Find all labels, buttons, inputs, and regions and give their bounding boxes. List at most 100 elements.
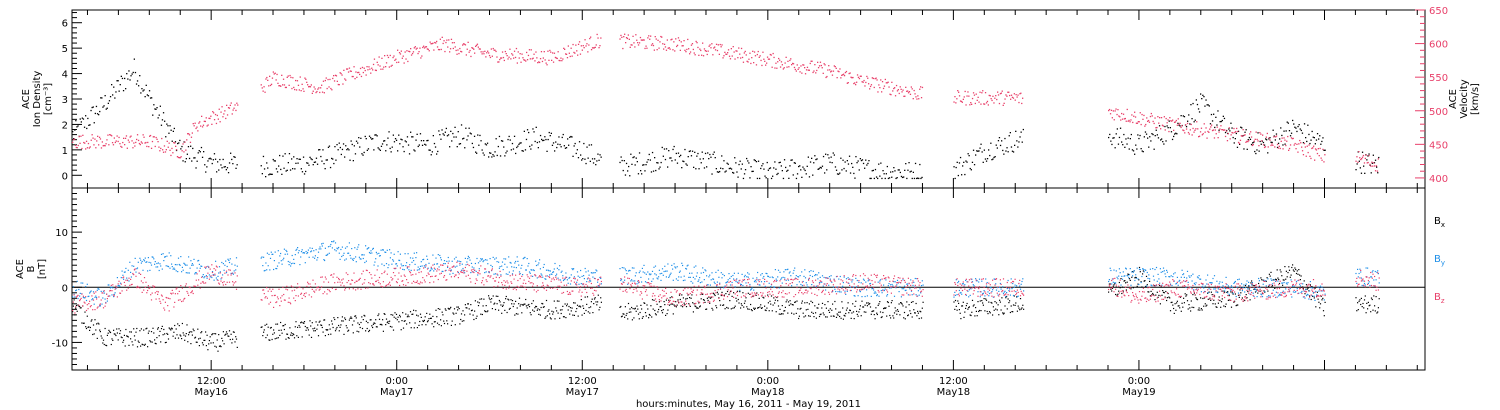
- bx-point: [1366, 302, 1368, 304]
- by-point: [385, 263, 388, 265]
- velocity-point: [848, 72, 850, 75]
- by-point: [473, 267, 475, 269]
- density-point: [752, 170, 754, 172]
- by-point: [785, 279, 787, 281]
- by-point: [181, 266, 183, 268]
- velocity-point: [372, 69, 374, 71]
- bx-point: [306, 327, 308, 329]
- velocity-point: [319, 91, 321, 94]
- density-point: [263, 168, 266, 170]
- density-point: [1318, 138, 1320, 140]
- velocity-point: [447, 46, 449, 48]
- by-point: [764, 285, 766, 287]
- velocity-point: [877, 91, 879, 93]
- bx-point: [907, 315, 909, 317]
- bx-point: [961, 305, 964, 307]
- density-point: [715, 168, 717, 170]
- bx-point: [1200, 297, 1202, 299]
- density-point: [1276, 146, 1279, 149]
- velocity-point: [999, 93, 1002, 95]
- velocity-point: [131, 140, 133, 142]
- velocity-point: [666, 39, 668, 41]
- bx-point: [133, 335, 136, 337]
- density-point: [89, 124, 91, 126]
- velocity-point: [111, 135, 113, 137]
- by-point: [756, 277, 758, 279]
- velocity-point: [1134, 116, 1137, 118]
- density-point: [503, 146, 505, 148]
- velocity-point: [1008, 91, 1010, 93]
- velocity-point: [542, 57, 544, 59]
- by-point: [706, 275, 708, 277]
- density-point: [170, 129, 172, 131]
- density-point: [114, 97, 116, 99]
- bx-point: [353, 320, 355, 322]
- velocity-point: [1227, 133, 1229, 135]
- by-point: [79, 295, 81, 297]
- bx-point: [370, 319, 372, 321]
- density-point: [643, 164, 645, 166]
- by-point: [334, 242, 337, 244]
- by-point: [320, 248, 322, 250]
- density-point: [1374, 159, 1377, 161]
- velocity-point: [410, 48, 412, 50]
- bx-point: [213, 333, 215, 335]
- bx-point: [767, 294, 769, 296]
- bx-point: [457, 306, 459, 308]
- by-point: [793, 269, 795, 272]
- velocity-point: [1281, 137, 1283, 139]
- velocity-point: [279, 85, 281, 87]
- density-point: [1235, 132, 1237, 135]
- by-point: [518, 271, 521, 273]
- by-point: [503, 258, 505, 260]
- velocity-point: [333, 80, 336, 82]
- by-point: [639, 270, 641, 272]
- density-point: [812, 174, 814, 176]
- density-point: [1324, 149, 1326, 151]
- bx-point: [991, 302, 993, 304]
- velocity-point: [727, 52, 729, 54]
- density-point: [140, 92, 142, 94]
- by-point: [232, 272, 234, 274]
- velocity-point: [172, 152, 174, 154]
- velocity-axis-label-line: ACE: [1448, 89, 1459, 109]
- velocity-point: [860, 75, 862, 77]
- bx-point: [1300, 275, 1302, 277]
- by-point: [844, 290, 846, 292]
- velocity-point: [1181, 125, 1183, 127]
- density-point: [1314, 143, 1316, 145]
- by-point: [413, 260, 415, 262]
- velocity-point: [166, 140, 168, 142]
- bx-point: [297, 326, 299, 328]
- by-point: [675, 278, 677, 280]
- bx-point: [528, 306, 531, 308]
- density-point: [165, 136, 167, 138]
- velocity-point: [815, 72, 817, 74]
- bx-point: [290, 332, 292, 334]
- bx-point: [137, 340, 139, 342]
- bx-point: [72, 311, 74, 313]
- density-point: [82, 118, 85, 120]
- density-point: [800, 169, 802, 171]
- by-point: [523, 257, 525, 259]
- density-point: [1175, 132, 1177, 134]
- bx-point: [539, 314, 541, 316]
- by-point: [483, 259, 485, 262]
- bx-point: [517, 313, 519, 315]
- bx-point: [75, 304, 78, 307]
- velocity-point: [274, 72, 276, 74]
- bx-point: [324, 335, 326, 337]
- by-point: [421, 265, 423, 267]
- bx-point: [318, 321, 320, 323]
- by-point: [586, 281, 588, 283]
- density-point: [698, 168, 700, 170]
- bx-point: [406, 316, 408, 318]
- density-point: [1148, 146, 1150, 148]
- by-point: [513, 266, 515, 268]
- by-point: [122, 274, 124, 276]
- by-point: [739, 289, 741, 291]
- by-point: [1125, 267, 1127, 269]
- density-point: [535, 126, 537, 128]
- density-point: [173, 127, 175, 130]
- density-point: [74, 129, 76, 131]
